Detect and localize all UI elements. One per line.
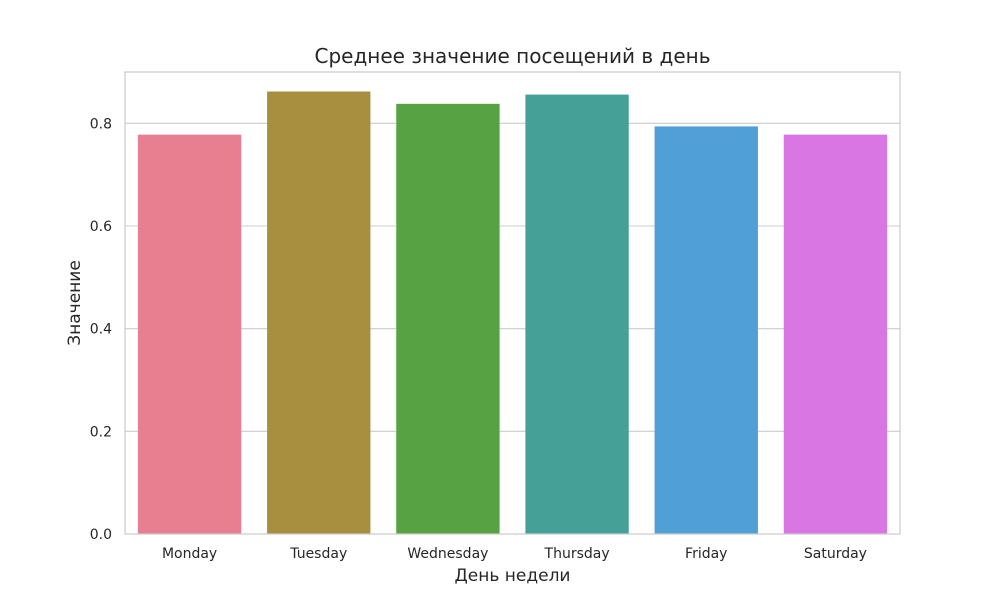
y-tick-labels: 0.0 0.2 0.4 0.6 0.8 [90,116,112,543]
x-tick-label-monday: Monday [162,546,217,562]
bar-wednesday [396,103,500,535]
x-tick-labels: Monday Tuesday Wednesday Thursday Friday Satu… [162,546,867,562]
x-tick-label-tuesday: Tuesday [289,546,347,562]
y-tick-label: 0.2 [90,424,112,440]
bar-monday [137,134,242,535]
plot-frame [124,71,901,535]
bar-thursday [525,94,629,534]
bar-tuesday [267,91,371,535]
chart-title: Среднее значение посещений в день [315,44,711,68]
bar-saturday [783,134,888,535]
bar-friday [654,126,758,534]
y-axis-label: Значение [65,260,85,346]
x-tick-label-wednesday: Wednesday [407,546,488,562]
x-axis-label: День недели [455,566,571,586]
x-tick-label-thursday: Thursday [544,546,610,562]
bars [137,91,888,535]
x-tick-label-saturday: Saturday [804,546,867,562]
y-tick-label: 0.4 [90,322,112,338]
x-tick-label-friday: Friday [685,546,727,562]
y-tick-label: 0.6 [90,219,112,235]
plot-background [125,72,900,534]
y-tick-label: 0.0 [90,527,112,543]
y-tick-label: 0.8 [90,116,112,132]
